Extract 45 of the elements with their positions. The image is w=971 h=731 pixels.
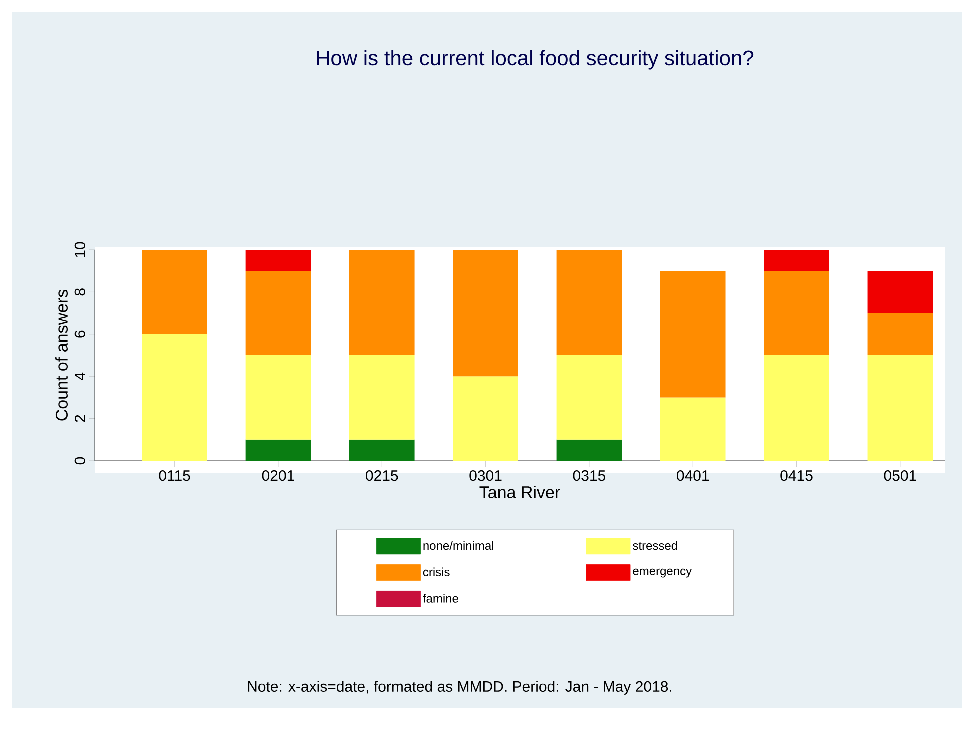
- bar: [142, 334, 208, 461]
- x-tick-label: 0401: [677, 470, 710, 482]
- legend-label: famine: [423, 594, 458, 603]
- bar: [868, 271, 934, 314]
- y-tick-label: 4: [75, 372, 86, 380]
- legend-label: emergency: [633, 568, 692, 578]
- y-tick-label: 0: [74, 457, 86, 465]
- chart-title: How is the current local food security situation?: [317, 50, 754, 70]
- y-tick-label: 8: [74, 288, 86, 296]
- bar: [556, 440, 622, 461]
- bar: [246, 250, 312, 272]
- bar: [453, 250, 518, 377]
- bar: [349, 355, 415, 440]
- x-tick-label: 0301: [470, 470, 502, 482]
- bar: [764, 271, 830, 356]
- legend-label: none/minimal: [424, 541, 494, 550]
- x-tick-label: 0501: [884, 470, 916, 482]
- legend-label: stressed: [633, 541, 678, 550]
- bar: [349, 440, 415, 461]
- bar: [556, 355, 622, 440]
- x-tick-label: 0215: [366, 470, 398, 482]
- legend-label: crisis: [423, 568, 450, 577]
- bar: [660, 398, 726, 461]
- bar: [764, 355, 830, 461]
- bar: [660, 271, 726, 398]
- text: Note: x-axis=date, formated as MMDD. Period: Jan - May 2018.: [248, 681, 672, 695]
- y-tick-label: 2: [74, 415, 86, 422]
- bar: [764, 250, 830, 272]
- x-tick-label: 0201: [262, 470, 294, 482]
- y-tick-label: 10: [74, 242, 86, 258]
- bar: [556, 250, 622, 356]
- bar: [142, 250, 208, 334]
- bar: [246, 271, 312, 356]
- bar: [453, 376, 518, 461]
- bar: [868, 313, 934, 356]
- y-tick-label: 6: [74, 330, 86, 338]
- bar: [349, 250, 415, 356]
- bar: [868, 355, 934, 461]
- x-tick-label: 0415: [780, 470, 813, 482]
- x-axis-title: Tana River: [480, 486, 560, 499]
- bar: [246, 355, 312, 440]
- bar: [246, 440, 312, 461]
- x-tick-label: 0315: [573, 470, 606, 482]
- x-tick-label: 0115: [159, 470, 190, 482]
- y-axis-title: Count of answers: [56, 290, 68, 421]
